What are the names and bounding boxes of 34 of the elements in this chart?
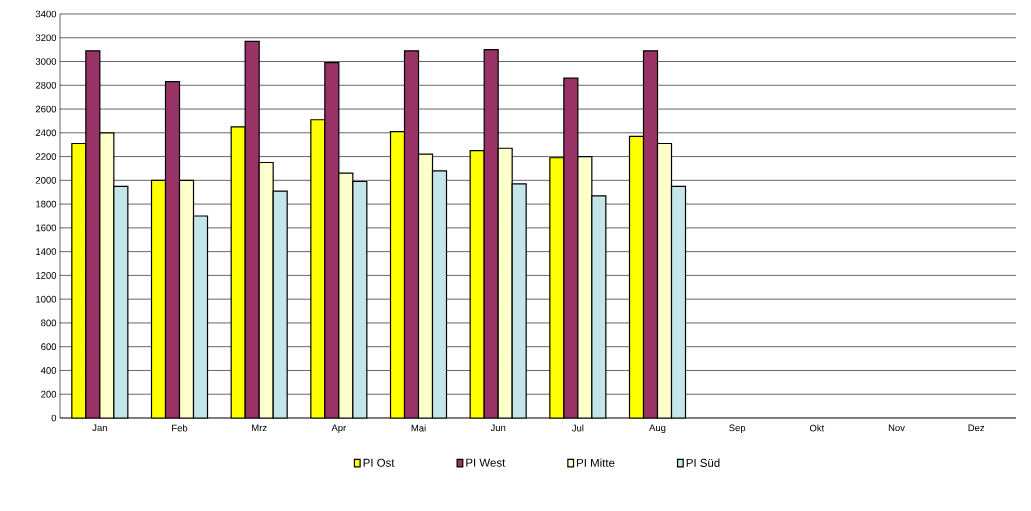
y-tick-label: 1400 [36, 248, 57, 255]
x-tick-label: Sep [729, 424, 746, 434]
x-tick-label: Dez [968, 424, 985, 432]
x-tick-label: Jun [490, 424, 506, 432]
y-tick-label: 1600 [36, 224, 57, 232]
y-tick-label: 2000 [35, 176, 57, 184]
x-tick-label: Mrz [252, 424, 267, 432]
legend-label: PI West [466, 458, 506, 467]
y-tick-label: 600 [41, 343, 57, 351]
y-tick-label: 3000 [35, 58, 57, 65]
y-tick-label: 1200 [36, 272, 57, 279]
y-tick-label: 800 [41, 319, 57, 327]
y-tick-label: 1000 [36, 295, 57, 303]
y-tick-label: 2800 [35, 81, 57, 89]
y-tick-label: 400 [40, 367, 57, 374]
x-tick-label: Feb [172, 424, 188, 432]
x-tick-label: Aug [649, 424, 666, 433]
x-tick-label: Nov [888, 424, 905, 432]
y-tick-label: 2200 [35, 153, 57, 160]
legend-label: PI Mitte [577, 458, 615, 467]
x-tick-label: Jul [571, 424, 584, 432]
y-tick-label: 200 [41, 390, 57, 398]
y-tick-label: 2400 [35, 129, 57, 137]
y-tick-label: 3200 [35, 34, 57, 42]
legend-label: PI Ost [363, 458, 395, 467]
x-tick-label: Mai [411, 424, 426, 432]
x-tick-label: Apr [331, 424, 347, 433]
x-tick-label: Jan [92, 424, 107, 432]
y-tick-label: 0 [51, 414, 57, 422]
y-tick-label: 3400 [35, 10, 57, 18]
legend-label: PI Süd [686, 458, 720, 467]
y-tick-label: 1800 [36, 200, 57, 208]
x-tick-label: Okt [809, 424, 825, 432]
y-tick-label: 2600 [35, 105, 57, 113]
